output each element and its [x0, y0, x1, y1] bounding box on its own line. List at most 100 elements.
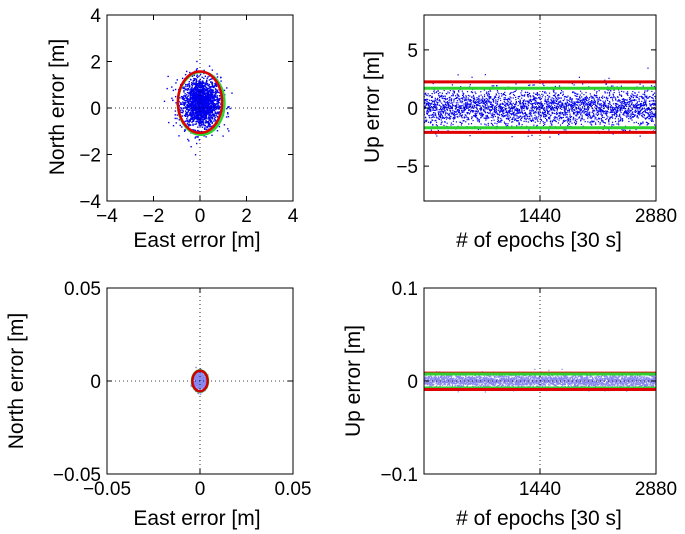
- scatter-point: [533, 112, 535, 114]
- scatter-point: [204, 96, 206, 98]
- scatter-point: [477, 98, 479, 101]
- scatter-point: [205, 121, 208, 124]
- scatter-point: [205, 114, 208, 117]
- scatter-point: [480, 107, 482, 109]
- scatter-point: [591, 97, 593, 99]
- scatter-point: [551, 106, 553, 108]
- scatter-point: [607, 89, 609, 91]
- scatter-point: [630, 117, 632, 119]
- scatter-point: [565, 105, 567, 107]
- scatter-point: [492, 117, 494, 119]
- scatter-point: [209, 116, 211, 118]
- scatter-point: [511, 121, 513, 123]
- scatter-point: [574, 107, 577, 109]
- scatter-point: [623, 91, 625, 93]
- scatter-point: [639, 95, 641, 98]
- scatter-point: [432, 115, 434, 117]
- scatter-point: [197, 136, 199, 138]
- scatter-point: [532, 119, 534, 121]
- scatter-point: [516, 117, 518, 119]
- scatter-point: [453, 90, 456, 93]
- scatter-point: [544, 91, 546, 93]
- scatter-point: [192, 97, 194, 100]
- scatter-point: [459, 101, 461, 103]
- scatter-point: [623, 102, 625, 105]
- scatter-point: [471, 91, 473, 93]
- scatter-point: [575, 101, 577, 103]
- scatter-point: [441, 113, 443, 115]
- scatter-point: [465, 107, 468, 110]
- scatter-point: [201, 115, 203, 118]
- scatter-point: [473, 106, 475, 108]
- scatter-point: [435, 133, 437, 135]
- scatter-point: [194, 82, 196, 85]
- scatter-point: [191, 95, 194, 97]
- scatter-point: [208, 88, 210, 90]
- scatter-point: [500, 103, 502, 105]
- scatter-point: [437, 112, 440, 115]
- scatter-point: [600, 96, 603, 99]
- scatter-point: [574, 123, 577, 126]
- scatter-point: [432, 107, 434, 109]
- scatter-point: [602, 100, 604, 102]
- scatter-point: [201, 110, 204, 112]
- scatter-point: [509, 93, 511, 95]
- scatter-point: [452, 90, 454, 92]
- scatter-point: [460, 116, 463, 118]
- scatter-point: [604, 122, 606, 124]
- scatter-point: [633, 106, 635, 108]
- scatter-point: [517, 110, 519, 112]
- scatter-point: [619, 101, 621, 103]
- scatter-point: [576, 118, 578, 120]
- scatter-point: [572, 91, 574, 93]
- scatter-point: [587, 112, 589, 114]
- scatter-point: [620, 117, 622, 119]
- scatter-point: [432, 103, 435, 106]
- scatter-point: [202, 112, 204, 114]
- scatter-point: [589, 115, 591, 117]
- scatter-point: [484, 105, 487, 107]
- scatter-point: [594, 95, 596, 97]
- scatter-point: [203, 69, 205, 72]
- scatter-point: [213, 118, 216, 120]
- scatter-point: [599, 103, 601, 105]
- scatter-point: [507, 111, 509, 114]
- scatter-point: [208, 65, 211, 67]
- scatter-point: [202, 86, 205, 88]
- scatter-point: [452, 109, 454, 112]
- scatter-point: [594, 100, 596, 102]
- scatter-point: [561, 108, 563, 110]
- scatter-point: [195, 78, 198, 80]
- scatter-point: [424, 105, 426, 107]
- scatter-point: [181, 77, 184, 80]
- scatter-point: [583, 102, 585, 104]
- scatter-point: [547, 110, 549, 112]
- scatter-point: [542, 106, 544, 108]
- scatter-point: [620, 119, 622, 121]
- scatter-point: [189, 119, 192, 121]
- scatter-point: [617, 107, 619, 109]
- scatter-point: [541, 93, 543, 95]
- scatter-point: [478, 97, 480, 99]
- scatter-point: [214, 111, 217, 113]
- scatter-point: [576, 104, 578, 106]
- scatter-point: [541, 96, 543, 98]
- scatter-point: [579, 101, 581, 103]
- scatter-point: [217, 91, 220, 94]
- scatter-point: [646, 107, 649, 109]
- scatter-point: [652, 93, 654, 95]
- scatter-point: [427, 102, 429, 104]
- scatter-point: [479, 108, 482, 110]
- scatter-point: [467, 99, 469, 101]
- scatter-point: [546, 112, 549, 114]
- scatter-point: [582, 102, 584, 104]
- scatter-point: [199, 117, 202, 119]
- scatter-point: [614, 109, 616, 111]
- scatter-point: [512, 112, 514, 114]
- scatter-point: [551, 97, 553, 99]
- scatter-point: [192, 98, 194, 101]
- scatter-point: [578, 101, 580, 104]
- scatter-point: [489, 96, 491, 98]
- scatter-point: [562, 116, 564, 119]
- scatter-point: [471, 96, 473, 98]
